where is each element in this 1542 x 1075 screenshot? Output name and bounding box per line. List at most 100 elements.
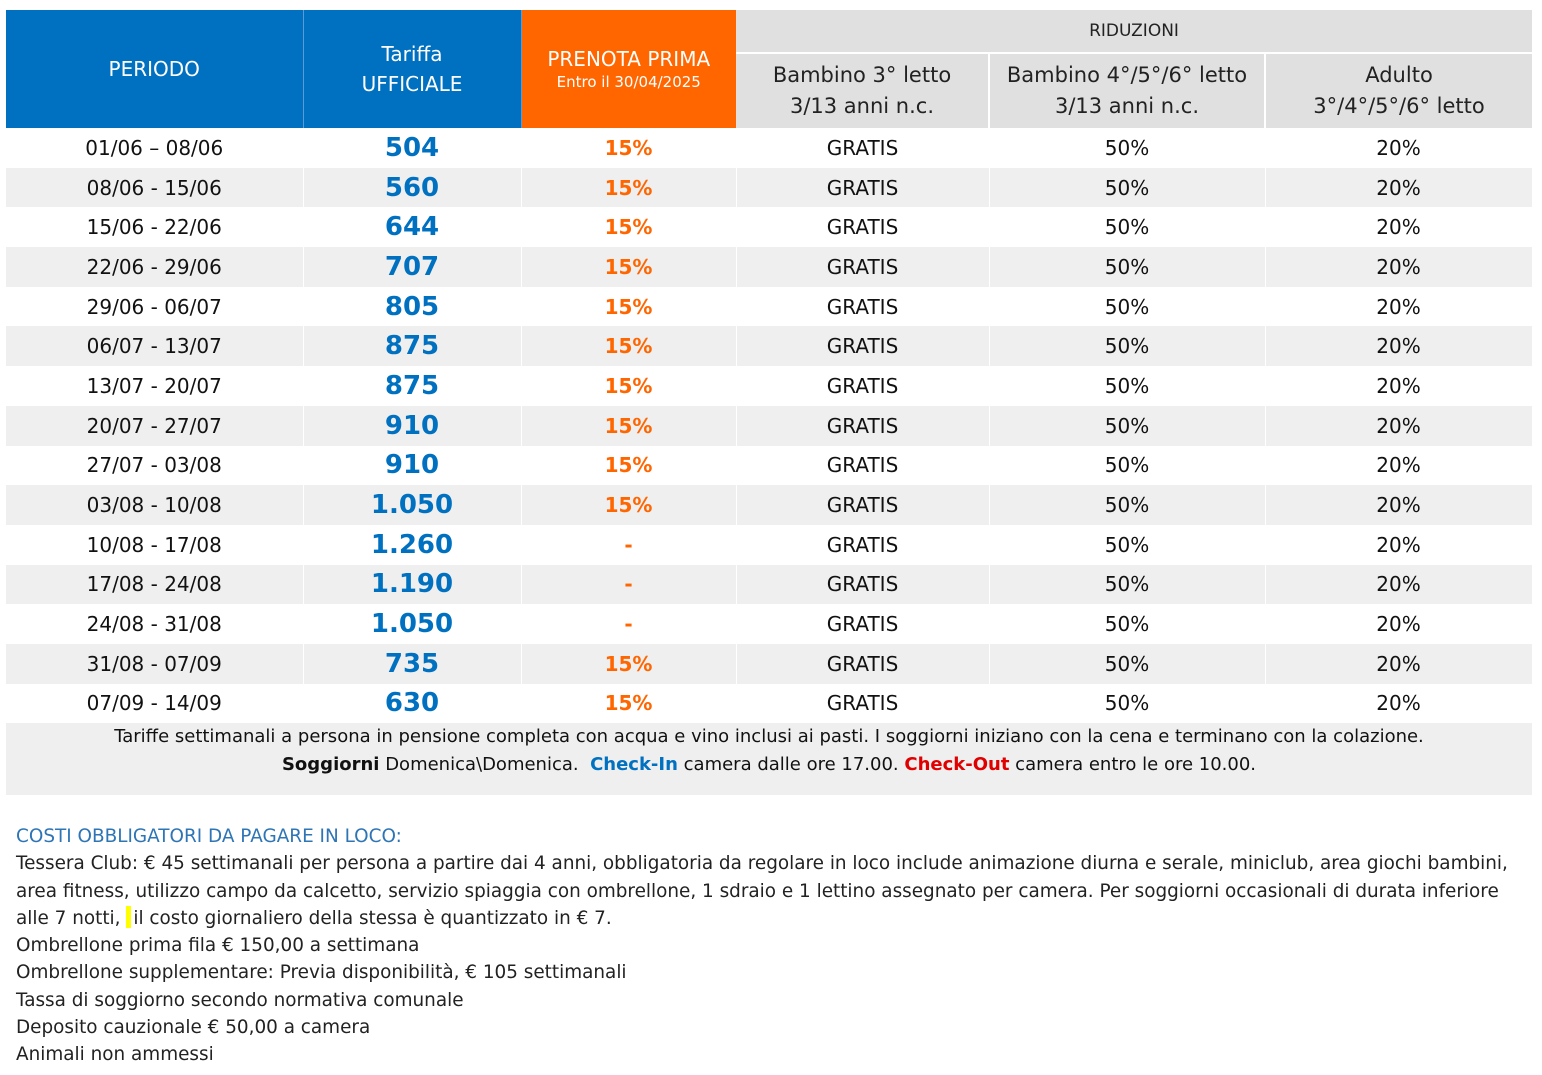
cell-adulto: 20% bbox=[1265, 445, 1533, 486]
cell-periodo: 31/08 - 07/09 bbox=[6, 643, 304, 684]
cell-periodo: 20/07 - 27/07 bbox=[6, 405, 304, 446]
table-row: 29/06 - 06/07 805 15% GRATIS 50% 20% bbox=[6, 286, 1533, 327]
costs-item: Tassa di soggiorno secondo normativa com… bbox=[16, 989, 464, 1011]
cell-prenota: - bbox=[521, 564, 737, 605]
cell-bambino4: 50% bbox=[989, 485, 1266, 525]
cell-bambino4: 50% bbox=[989, 366, 1266, 406]
cell-prenota: 15% bbox=[521, 445, 737, 486]
cell-bambino3: GRATIS bbox=[736, 445, 990, 486]
header-periodo: PERIODO bbox=[6, 10, 304, 128]
cell-prenota: 15% bbox=[521, 405, 737, 446]
cell-adulto: 20% bbox=[1265, 564, 1533, 605]
header-adulto-line1: Adulto bbox=[1365, 63, 1433, 87]
header-bambino4-line2: 3/13 anni n.c. bbox=[1054, 94, 1200, 118]
cell-prenota: 15% bbox=[521, 485, 737, 525]
cell-tariffa: 875 bbox=[303, 326, 522, 367]
cell-periodo: 08/06 - 15/06 bbox=[6, 167, 304, 208]
cell-prenota: 15% bbox=[521, 683, 737, 724]
costs-item: Ombrellone prima fila € 150,00 a settima… bbox=[16, 935, 420, 957]
header-riduzioni-label: RIDUZIONI bbox=[1089, 21, 1179, 41]
cell-prenota: 15% bbox=[521, 128, 737, 168]
mandatory-costs: COSTI OBBLIGATORI DA PAGARE IN LOCO: Tes… bbox=[16, 823, 1531, 1069]
table-row: 08/06 - 15/06 560 15% GRATIS 50% 20% bbox=[6, 167, 1533, 208]
cell-periodo: 24/08 - 31/08 bbox=[6, 604, 304, 644]
table-row: 06/07 - 13/07 875 15% GRATIS 50% 20% bbox=[6, 326, 1533, 367]
table-row: 07/09 - 14/09 630 15% GRATIS 50% 20% bbox=[6, 683, 1533, 724]
table-row: 20/07 - 27/07 910 15% GRATIS 50% 20% bbox=[6, 405, 1533, 446]
cell-bambino3: GRATIS bbox=[736, 643, 990, 684]
note-soggiorni-text: Domenica\Domenica. bbox=[379, 754, 591, 776]
header-adulto: Adulto 3°/4°/5°/6° letto bbox=[1263, 53, 1533, 128]
cell-prenota: - bbox=[521, 524, 737, 565]
cell-adulto: 20% bbox=[1265, 604, 1533, 644]
rates-table: PERIODO Tariffa UFFICIALE PRENOTA PRIMA … bbox=[6, 10, 1533, 724]
cell-tariffa: 504 bbox=[303, 128, 522, 168]
cell-bambino3: GRATIS bbox=[736, 564, 990, 605]
cell-bambino4: 50% bbox=[989, 564, 1266, 605]
table-row: 31/08 - 07/09 735 15% GRATIS 50% 20% bbox=[6, 643, 1533, 684]
costs-item: Ombrellone supplementare: Previa disponi… bbox=[16, 962, 627, 984]
costs-tessera-club: Tessera Club: € 45 settimanali per perso… bbox=[16, 850, 1531, 932]
cell-prenota: 15% bbox=[521, 207, 737, 248]
cell-bambino3: GRATIS bbox=[736, 683, 990, 724]
cell-bambino3: GRATIS bbox=[736, 128, 990, 168]
note-line2: Soggiorni Domenica\Domenica. Check-In ca… bbox=[6, 751, 1532, 779]
header-bambino3-line2: 3/13 anni n.c. bbox=[789, 94, 935, 118]
cell-prenota: - bbox=[521, 604, 737, 644]
cell-bambino4: 50% bbox=[989, 643, 1266, 684]
note-line1: Tariffe settimanali a persona in pension… bbox=[114, 726, 1424, 748]
cell-periodo: 10/08 - 17/08 bbox=[6, 524, 304, 565]
cell-tariffa: 805 bbox=[303, 286, 522, 327]
cell-adulto: 20% bbox=[1265, 405, 1533, 446]
header-tariffa-line1: Tariffa bbox=[381, 42, 443, 66]
rates-note: Tariffe settimanali a persona in pension… bbox=[6, 723, 1532, 796]
cell-bambino4: 50% bbox=[989, 326, 1266, 367]
cell-bambino4: 50% bbox=[989, 445, 1266, 486]
header-prenota-prima: PRENOTA PRIMA Entro il 30/04/2025 bbox=[521, 10, 736, 128]
cell-prenota: 15% bbox=[521, 643, 737, 684]
cell-periodo: 22/06 - 29/06 bbox=[6, 247, 304, 287]
cell-periodo: 01/06 – 08/06 bbox=[6, 128, 304, 168]
header-bambino-3: Bambino 3° letto 3/13 anni n.c. bbox=[736, 53, 989, 128]
note-checkout-text: camera entro le ore 10.00. bbox=[1009, 754, 1257, 776]
cell-adulto: 20% bbox=[1265, 366, 1533, 406]
cell-prenota: 15% bbox=[521, 247, 737, 287]
cell-bambino3: GRATIS bbox=[736, 485, 990, 525]
cell-tariffa: 560 bbox=[303, 167, 522, 208]
cell-bambino3: GRATIS bbox=[736, 167, 990, 208]
table-row: 27/07 - 03/08 910 15% GRATIS 50% 20% bbox=[6, 445, 1533, 486]
header-periodo-label: PERIODO bbox=[108, 57, 200, 81]
header-prenota-line1: PRENOTA PRIMA bbox=[547, 47, 711, 71]
cell-prenota: 15% bbox=[521, 167, 737, 208]
table-row: 10/08 - 17/08 1.260 - GRATIS 50% 20% bbox=[6, 524, 1533, 565]
cell-bambino4: 50% bbox=[989, 683, 1266, 724]
cell-adulto: 20% bbox=[1265, 128, 1533, 168]
cell-periodo: 27/07 - 03/08 bbox=[6, 445, 304, 486]
header-tariffa: Tariffa UFFICIALE bbox=[303, 10, 522, 128]
table-row: 15/06 - 22/06 644 15% GRATIS 50% 20% bbox=[6, 207, 1533, 248]
cell-adulto: 20% bbox=[1265, 326, 1533, 367]
note-checkout-label: Check-Out bbox=[904, 754, 1010, 776]
header-tariffa-line2: UFFICIALE bbox=[361, 72, 463, 96]
cell-adulto: 20% bbox=[1265, 485, 1533, 525]
cell-periodo: 06/07 - 13/07 bbox=[6, 326, 304, 367]
cell-bambino4: 50% bbox=[989, 286, 1266, 327]
cell-bambino3: GRATIS bbox=[736, 604, 990, 644]
header-riduzioni: RIDUZIONI bbox=[736, 10, 1533, 54]
cell-bambino4: 50% bbox=[989, 524, 1266, 565]
cell-adulto: 20% bbox=[1265, 207, 1533, 248]
cell-adulto: 20% bbox=[1265, 247, 1533, 287]
cell-prenota: 15% bbox=[521, 326, 737, 367]
cell-tariffa: 644 bbox=[303, 207, 522, 248]
cell-tariffa: 910 bbox=[303, 445, 522, 486]
cell-tariffa: 910 bbox=[303, 405, 522, 446]
costs-tessera-part1: Tessera Club: € 45 settimanali per perso… bbox=[16, 853, 1508, 929]
cell-bambino3: GRATIS bbox=[736, 366, 990, 406]
cell-tariffa: 707 bbox=[303, 247, 522, 287]
table-row: 01/06 – 08/06 504 15% GRATIS 50% 20% bbox=[6, 128, 1533, 168]
cell-bambino4: 50% bbox=[989, 247, 1266, 287]
cell-tariffa: 1.260 bbox=[303, 524, 522, 565]
costs-item: Deposito cauzionale € 50,00 a camera bbox=[16, 1017, 371, 1039]
cell-bambino4: 50% bbox=[989, 207, 1266, 248]
cell-bambino4: 50% bbox=[989, 405, 1266, 446]
